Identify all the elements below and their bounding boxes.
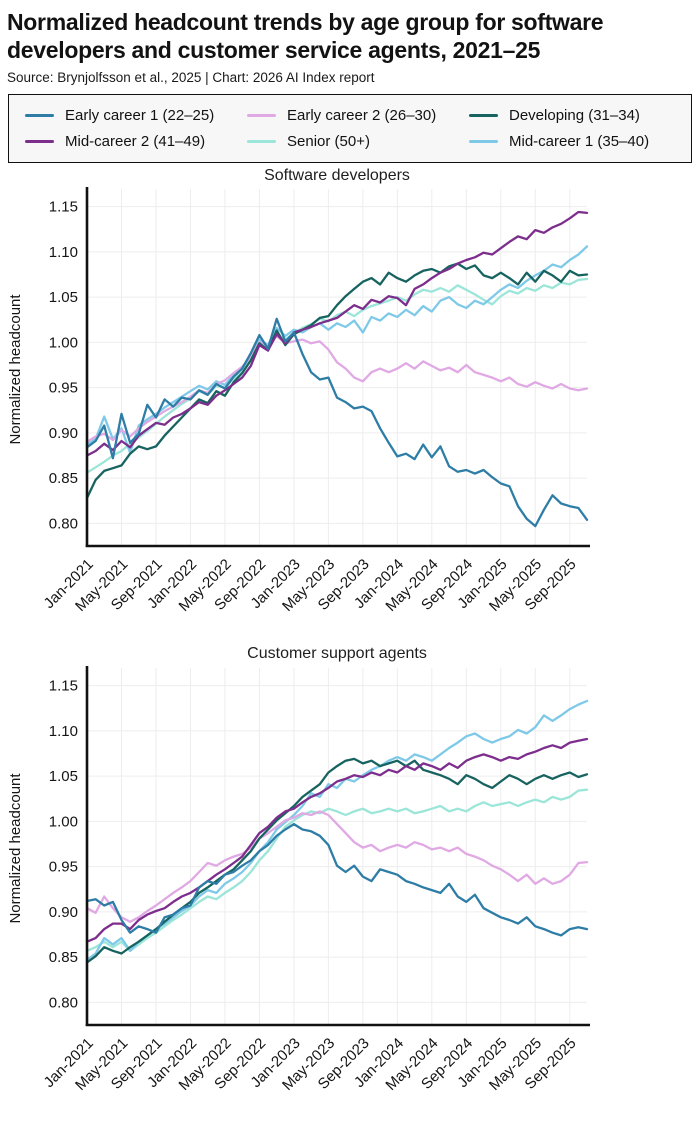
y-tick-label: 1.10 [49, 244, 78, 261]
series-line-early-career-1-22-25- [85, 823, 589, 937]
series-line-early-career-1-22-25- [85, 317, 589, 528]
legend-item-3: Mid-career 2 (41–49) [25, 133, 241, 150]
series-line-early-career-2-26-30- [85, 810, 589, 924]
legend-item-5: Mid-career 1 (35–40) [469, 133, 685, 150]
customer-support-agents-chart: Customer support agents Normalized headco… [7, 645, 590, 1094]
y-tick-label: 1.05 [49, 768, 78, 785]
legend-item-1: Early career 2 (26–30) [247, 107, 463, 124]
legend-label: Mid-career 2 (41–49) [65, 133, 206, 151]
source-attribution: Source: Brynjolfsson et al., 2025 | Char… [7, 70, 375, 86]
legend-swatch-icon [25, 140, 54, 144]
chart-title: Software developers [264, 167, 410, 184]
legend-swatch-icon [469, 140, 498, 144]
report-page: Normalized headcount trends by age group… [0, 0, 700, 1115]
y-tick-label: 1.10 [49, 723, 78, 740]
legend-item-4: Senior (50+) [247, 133, 463, 150]
y-tick-label: 0.80 [49, 994, 78, 1011]
charts-container: Software developers Normalized headcount 0… [0, 165, 700, 1115]
chart-header: Normalized headcount trends by age group… [0, 0, 700, 85]
series-line-senior-50- [85, 277, 589, 474]
legend-label: Early career 2 (26–30) [287, 107, 437, 125]
legend-label: Mid-career 1 (35–40) [509, 133, 650, 151]
series-line-mid-career-1-35-40- [85, 245, 589, 455]
series-line-mid-career-2-41-49- [85, 737, 589, 943]
customer-support-agents-chart-container: Customer support agents Normalized headco… [0, 636, 700, 1115]
legend-label: Early career 1 (22–25) [65, 107, 215, 125]
y-tick-label: 0.90 [49, 904, 78, 921]
software-developers-chart-container: Software developers Normalized headcount 0… [0, 165, 700, 636]
legend-item-2: Developing (31–34) [469, 107, 685, 124]
series-line-senior-50- [85, 788, 589, 953]
legend-item-0: Early career 1 (22–25) [25, 107, 241, 124]
series-line-mid-career-2-41-49- [85, 210, 589, 457]
y-tick-label: 1.00 [49, 334, 78, 351]
y-tick-label: 1.05 [49, 289, 78, 306]
legend-swatch-icon [247, 114, 276, 118]
legend-swatch-icon [469, 114, 498, 118]
y-axis-label: Normalized headcount [7, 294, 24, 445]
y-tick-label: 0.80 [49, 515, 78, 532]
y-tick-label: 0.95 [49, 859, 78, 876]
legend-label: Senior (50+) [287, 133, 370, 151]
series-line-developing-31-34- [85, 262, 589, 500]
page-title: Normalized headcount trends by age group… [7, 9, 604, 64]
y-tick-label: 1.15 [49, 199, 78, 216]
y-tick-label: 0.90 [49, 425, 78, 442]
series-line-developing-31-34- [85, 757, 589, 964]
y-tick-label: 1.00 [49, 813, 78, 830]
legend-swatch-icon [247, 140, 276, 144]
series-line-mid-career-1-35-40- [85, 699, 589, 962]
y-tick-label: 0.85 [49, 470, 78, 487]
software-developers-chart: Software developers Normalized headcount 0… [7, 167, 590, 615]
y-tick-label: 0.85 [49, 949, 78, 966]
y-axis-label: Normalized headcount [7, 773, 24, 924]
legend: Early career 1 (22–25) Early career 2 (26… [8, 94, 692, 164]
series-line-early-career-2-26-30- [85, 334, 589, 444]
chart-title: Customer support agents [247, 645, 427, 662]
y-tick-label: 0.95 [49, 380, 78, 397]
legend-swatch-icon [25, 114, 54, 118]
legend-label: Developing (31–34) [509, 107, 640, 125]
y-tick-label: 1.15 [49, 678, 78, 695]
